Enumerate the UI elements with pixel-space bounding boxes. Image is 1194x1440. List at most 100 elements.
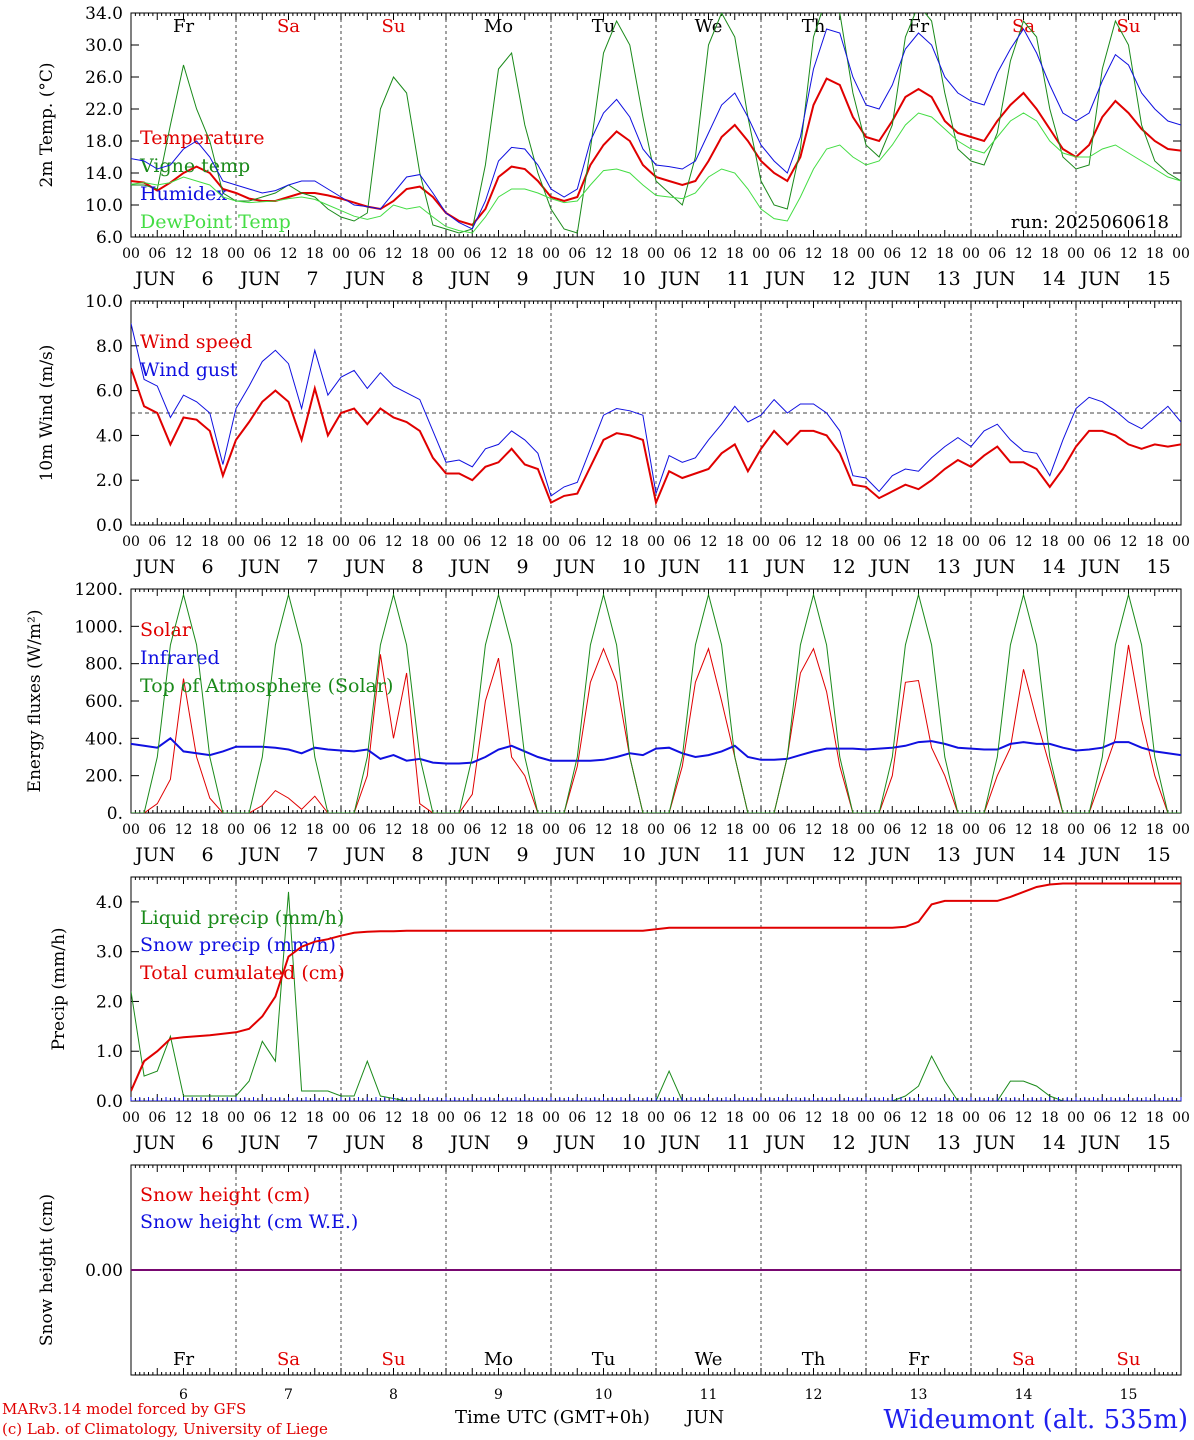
date-day: 9: [517, 268, 529, 290]
date-label: JUN 12: [763, 556, 855, 578]
hour-tick-label: 06: [148, 1110, 166, 1126]
hour-tick-label: 00: [437, 822, 455, 838]
hour-tick-label: 06: [463, 1110, 481, 1126]
series-line-2: [131, 13, 1181, 234]
date-day: 13: [937, 268, 961, 290]
date-day: 9: [517, 844, 529, 866]
hour-tick-label: 06: [148, 534, 166, 550]
date-label: JUN 7: [238, 556, 318, 578]
date-month: JUN: [868, 844, 910, 866]
date-day: 7: [307, 556, 319, 578]
date-day: 13: [937, 1132, 961, 1154]
date-month: JUN: [868, 556, 910, 578]
hour-tick-label: 00: [647, 534, 665, 550]
hour-tick-label: 12: [910, 246, 928, 262]
date-day: 6: [202, 844, 214, 866]
hour-tick-label: 00: [542, 822, 560, 838]
hour-tick-label: 00: [122, 246, 140, 262]
hour-tick-label: 18: [1041, 822, 1059, 838]
date-label: JUN 10: [553, 556, 645, 578]
date-day: 14: [1042, 556, 1066, 578]
hour-tick-label: 18: [516, 1110, 534, 1126]
hour-tick-label: 18: [1041, 534, 1059, 550]
hour-tick-label: 18: [726, 1110, 744, 1126]
hour-tick-label: 12: [700, 1110, 718, 1126]
y-tick-label: 1200.: [74, 580, 123, 600]
hour-tick-label: 00: [1067, 246, 1085, 262]
date-month: JUN: [343, 844, 385, 866]
hour-tick-label: 00: [857, 1110, 875, 1126]
hour-tick-label: 18: [306, 246, 324, 262]
series-line-3: [131, 28, 1181, 230]
date-month: JUN: [553, 556, 595, 578]
date-day: 7: [307, 844, 319, 866]
series-line-1: [131, 644, 1181, 813]
hour-tick-label: 00: [752, 822, 770, 838]
weekday-label: Mo: [484, 1349, 513, 1370]
hour-tick-label: 12: [490, 246, 508, 262]
hour-tick-label: 18: [201, 1110, 219, 1126]
hour-tick-label: 18: [201, 534, 219, 550]
panel-1: 6.0 10.0 14.0 18.0 22.0 26.0 30.0 34.0 2m Temp. …: [37, 4, 1190, 290]
hour-tick-label: 06: [568, 246, 586, 262]
date-day: 9: [517, 556, 529, 578]
footer: MARv3.14 model forced by GFS (c) Lab. of…: [2, 1400, 1188, 1438]
hour-tick-label: 18: [516, 246, 534, 262]
hour-tick-label: 12: [175, 534, 193, 550]
hour-tick-label: 12: [280, 1110, 298, 1126]
panel-3: 0. 200. 400. 600. 800. 1000. 1200. Energy fluxe…: [25, 580, 1190, 866]
date-month: JUN: [238, 268, 280, 290]
day-number: 11: [700, 1387, 718, 1403]
date-day: 6: [202, 556, 214, 578]
legend-entry: DewPoint Temp: [140, 211, 291, 233]
weekday-label: Tu: [592, 16, 616, 37]
hour-tick-label: 18: [411, 1110, 429, 1126]
hour-tick-label: 00: [1172, 246, 1190, 262]
weekday-label: Sa: [277, 1349, 300, 1370]
date-month: JUN: [553, 844, 595, 866]
hour-tick-label: 18: [516, 534, 534, 550]
date-month: JUN: [133, 556, 175, 578]
hour-tick-label: 18: [306, 534, 324, 550]
hour-tick-label: 06: [148, 246, 166, 262]
hour-tick-label: 12: [1120, 822, 1138, 838]
hour-tick-label: 12: [175, 246, 193, 262]
hour-tick-label: 00: [857, 822, 875, 838]
date-label: JUN 9: [448, 1132, 528, 1154]
date-day: 6: [202, 268, 214, 290]
panel-4: 0.0 1.0 2.0 3.0 4.0 Precip (mm/h) Liquid preci…: [49, 876, 1190, 1154]
hour-tick-label: 06: [673, 246, 691, 262]
hour-tick-label: 06: [673, 534, 691, 550]
hour-tick-label: 18: [726, 534, 744, 550]
day-number: 6: [179, 1387, 188, 1403]
hour-tick-label: 00: [752, 534, 770, 550]
legend-entry: Wind gust: [140, 359, 238, 381]
hour-tick-label: 06: [568, 534, 586, 550]
date-label: JUN 13: [868, 268, 960, 290]
date-day: 8: [412, 556, 424, 578]
hour-tick-label: 00: [437, 1110, 455, 1126]
date-label: JUN 14: [973, 844, 1065, 866]
hour-tick-label: 06: [673, 822, 691, 838]
series-line-4: [131, 112, 1181, 234]
hour-tick-label: 18: [726, 822, 744, 838]
date-label: JUN 15: [1078, 1132, 1170, 1154]
date-label: JUN 8: [343, 556, 423, 578]
hour-tick-label: 18: [1146, 822, 1164, 838]
hour-tick-label: 18: [621, 246, 639, 262]
hour-tick-label: 18: [1041, 1110, 1059, 1126]
hour-tick-label: 06: [778, 246, 796, 262]
run-label: run: 2025060618: [1011, 212, 1169, 233]
hour-tick-label: 00: [962, 246, 980, 262]
hour-tick-label: 12: [1015, 246, 1033, 262]
hour-tick-label: 00: [122, 534, 140, 550]
date-day: 15: [1147, 844, 1171, 866]
hour-tick-label: 06: [463, 822, 481, 838]
date-month: JUN: [1078, 1132, 1120, 1154]
hour-tick-label: 18: [936, 534, 954, 550]
hour-tick-label: 06: [568, 822, 586, 838]
hour-tick-label: 12: [700, 246, 718, 262]
weekday-label: Th: [802, 16, 826, 37]
legend-entry: Infrared: [140, 647, 220, 669]
hour-tick-label: 06: [253, 1110, 271, 1126]
